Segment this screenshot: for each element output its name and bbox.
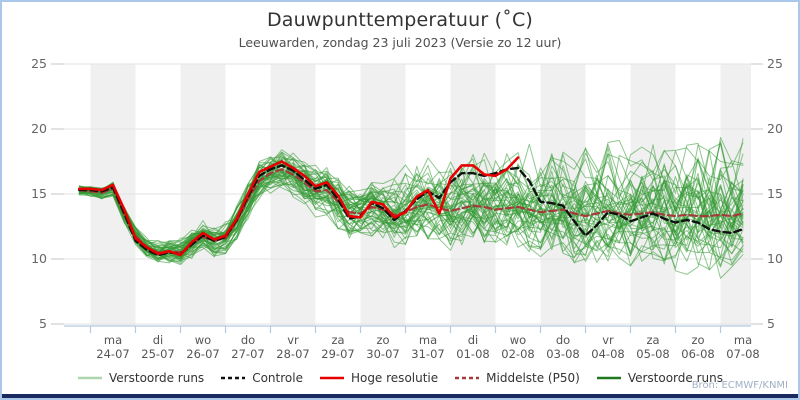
x-axis-weekday-label: do	[556, 333, 570, 347]
x-axis-date-label: 28-07	[276, 347, 309, 361]
x-axis-date-label: 06-08	[681, 347, 714, 361]
dark-green-line-icon	[596, 376, 621, 380]
y-axis-label-right: 15	[767, 186, 783, 201]
ensemble-run-line	[78, 181, 744, 279]
dark-red-dashed-line-icon	[455, 376, 480, 380]
x-axis-date-label: 04-08	[591, 347, 624, 361]
red-line-icon	[319, 376, 344, 380]
y-axis-label-right: 25	[767, 56, 783, 71]
x-axis-date-label: 26-07	[186, 347, 219, 361]
legend-label: Verstoorde runs	[627, 371, 723, 385]
source-credit: Bron: ECMWF/KNMI	[691, 380, 788, 391]
legend: Verstoorde runs Controle Hoge resolutie …	[2, 371, 798, 385]
black-dashed-line-icon	[221, 376, 246, 380]
y-axis-label-right: 5	[767, 316, 775, 331]
ensemble-run-line	[78, 164, 744, 252]
y-axis-label-left: 5	[39, 316, 47, 331]
legend-label: Middelste (P50)	[486, 371, 580, 385]
x-axis-weekday-label: do	[241, 333, 255, 347]
x-axis-date-label: 03-08	[546, 347, 579, 361]
legend-label: Controle	[252, 371, 303, 385]
x-axis-date-label: 07-08	[726, 347, 759, 361]
x-axis-date-label: 24-07	[96, 347, 129, 361]
legend-label: Hoge resolutie	[350, 371, 439, 385]
x-axis-date-label: 27-07	[231, 347, 264, 361]
x-axis-weekday-label: zo	[376, 333, 389, 347]
chart-title: Dauwpunttemperatuur (˚C)	[266, 9, 534, 31]
y-axis-label-left: 15	[31, 186, 47, 201]
y-axis-label-left: 20	[31, 121, 47, 136]
ensemble-run-line	[78, 183, 744, 275]
x-axis-weekday-label: di	[153, 333, 164, 347]
x-axis-date-label: 31-07	[411, 347, 444, 361]
y-axis-label-left: 25	[31, 56, 47, 71]
light-green-line-icon	[78, 376, 103, 380]
legend-item-hoge-resolutie: Hoge resolutie	[319, 371, 438, 385]
bottom-accent-bar	[2, 394, 798, 398]
chart-subtitle: Leeuwarden, zondag 23 juli 2023 (Versie …	[238, 35, 562, 50]
x-axis-weekday-label: ma	[734, 333, 752, 347]
ensemble-run-line	[78, 170, 744, 268]
x-axis-weekday-label: vr	[602, 333, 614, 347]
day-band	[180, 64, 226, 326]
legend-item-controle: Controle	[220, 371, 303, 385]
y-axis-label-left: 10	[31, 251, 47, 266]
legend-item-verstoorde-runs-dark: Verstoorde runs	[596, 371, 723, 385]
high-resolution-line	[78, 156, 520, 257]
ensemble-run-line	[78, 142, 744, 253]
x-axis-weekday-label: zo	[691, 333, 704, 347]
x-axis-date-label: 30-07	[366, 347, 399, 361]
x-axis-weekday-label: di	[468, 333, 479, 347]
x-axis-date-label: 01-08	[456, 347, 489, 361]
x-axis-date-label: 25-07	[141, 347, 174, 361]
ensemble-run-line	[78, 165, 744, 259]
x-axis-weekday-label: wo	[510, 333, 526, 347]
legend-item-middelste-p50: Middelste (P50)	[454, 371, 580, 385]
y-axis-label-right: 10	[767, 251, 783, 266]
x-axis-weekday-label: ma	[104, 333, 122, 347]
legend-item-verstoorde-runs-light: Verstoorde runs	[77, 371, 204, 385]
day-band	[720, 64, 751, 326]
x-axis-date-label: 29-07	[321, 347, 354, 361]
x-axis-weekday-label: za	[331, 333, 344, 347]
x-axis-weekday-label: vr	[287, 333, 299, 347]
y-axis-label-right: 20	[767, 121, 783, 136]
x-axis-weekday-label: wo	[195, 333, 211, 347]
x-axis-weekday-label: ma	[419, 333, 437, 347]
x-axis-date-label: 05-08	[636, 347, 669, 361]
x-axis-weekday-label: za	[646, 333, 659, 347]
x-axis-date-label: 02-08	[501, 347, 534, 361]
legend-label: Verstoorde runs	[109, 371, 205, 385]
